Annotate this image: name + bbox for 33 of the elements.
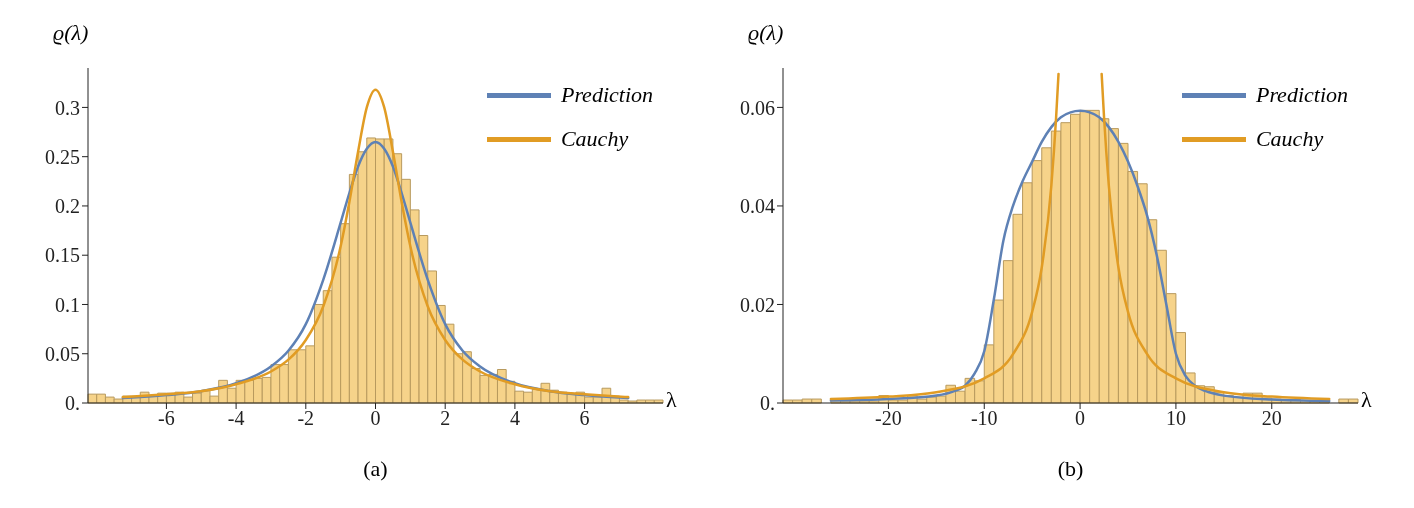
y-tick-label: 0.04 (740, 195, 775, 218)
legend-label: Prediction (560, 82, 653, 108)
x-tick-label: -4 (227, 407, 245, 430)
y-tick-label: 0.25 (45, 145, 80, 168)
x-tick-label: -6 (158, 407, 175, 430)
x-tick-label: 6 (579, 407, 590, 430)
legend-label: Prediction (1255, 82, 1348, 108)
y-tick-label: 0.2 (55, 195, 80, 218)
y-tick-label: 0.15 (45, 244, 80, 267)
legend-label: Cauchy (1255, 126, 1324, 152)
x-tick-label: 0 (370, 407, 381, 430)
x-tick-label: 4 (509, 407, 520, 430)
x-tick-label: 10 (1165, 407, 1186, 430)
x-tick-label: 2 (440, 407, 451, 430)
y-tick-label: 0. (65, 392, 80, 415)
x-tick-label: 20 (1261, 407, 1282, 430)
x-axis-title: λ (1361, 387, 1372, 413)
legend-label: Cauchy (560, 126, 629, 152)
text: (a) (362, 456, 389, 482)
x-tick-label: -20 (875, 407, 902, 430)
y-tick-label: 0.05 (45, 342, 80, 365)
y-tick-label: 0.02 (740, 293, 775, 316)
y-tick-label: 0.06 (740, 96, 775, 119)
y-tick-label: 0.1 (55, 293, 80, 316)
x-tick-label: -10 (970, 407, 998, 430)
x-tick-label: 0 (1075, 407, 1086, 430)
y-axis-title: ϱ(λ) (748, 20, 784, 46)
x-axis-title: λ (666, 387, 677, 413)
y-tick-label: 0.3 (55, 96, 80, 119)
y-axis-title: ϱ(λ) (53, 20, 89, 46)
y-tick-label: 0. (760, 392, 775, 415)
text: (b) (1056, 456, 1085, 482)
x-tick-label: -2 (297, 407, 315, 430)
